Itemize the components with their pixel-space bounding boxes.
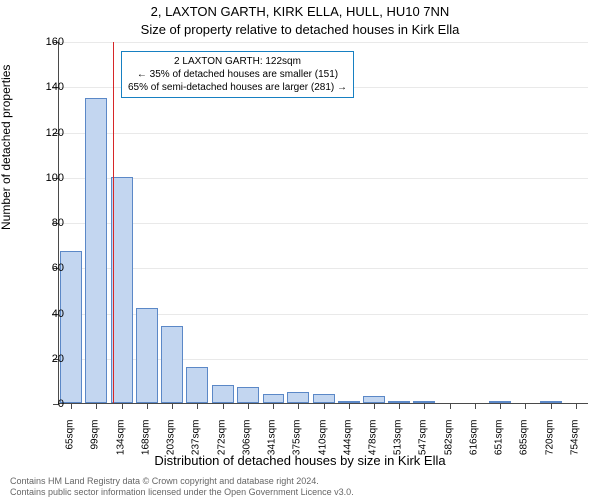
x-tick <box>525 403 526 409</box>
annotation-line: 65% of semi-detached houses are larger (… <box>128 81 347 94</box>
x-tick <box>223 403 224 409</box>
x-tick <box>248 403 249 409</box>
x-tick-label: 754sqm <box>569 420 580 468</box>
x-tick <box>399 403 400 409</box>
x-tick-label: 237sqm <box>191 420 202 468</box>
title-address: 2, LAXTON GARTH, KIRK ELLA, HULL, HU10 7… <box>0 4 600 19</box>
x-tick <box>122 403 123 409</box>
bar <box>237 387 259 403</box>
bar <box>287 392 309 403</box>
x-tick-label: 306sqm <box>241 420 252 468</box>
x-tick-label: 410sqm <box>318 420 329 468</box>
y-tick-label: 0 <box>58 398 64 410</box>
x-tick-label: 203sqm <box>166 420 177 468</box>
x-tick <box>349 403 350 409</box>
attribution-line2: Contains public sector information licen… <box>10 487 354 498</box>
x-tick <box>424 403 425 409</box>
x-tick <box>172 403 173 409</box>
attribution: Contains HM Land Registry data © Crown c… <box>10 476 354 498</box>
x-tick <box>475 403 476 409</box>
gridline <box>59 268 588 269</box>
x-tick <box>71 403 72 409</box>
bar <box>111 177 133 403</box>
x-tick <box>273 403 274 409</box>
x-tick <box>147 403 148 409</box>
title-subtitle: Size of property relative to detached ho… <box>0 22 600 37</box>
x-tick-label: 99sqm <box>90 420 101 468</box>
gridline <box>59 178 588 179</box>
x-tick-label: 65sqm <box>65 420 76 468</box>
attribution-line1: Contains HM Land Registry data © Crown c… <box>10 476 354 487</box>
marker-line <box>113 42 114 403</box>
bar <box>313 394 335 403</box>
gridline <box>59 133 588 134</box>
y-tick-label: 100 <box>46 172 64 184</box>
x-tick <box>551 403 552 409</box>
x-tick <box>298 403 299 409</box>
x-tick <box>374 403 375 409</box>
x-tick-label: 478sqm <box>367 420 378 468</box>
bar <box>186 367 208 403</box>
y-tick-label: 40 <box>52 308 64 320</box>
y-tick-label: 120 <box>46 127 64 139</box>
x-tick-label: 444sqm <box>342 420 353 468</box>
x-tick-label: 272sqm <box>216 420 227 468</box>
annotation-line: 2 LAXTON GARTH: 122sqm <box>128 55 347 68</box>
bar <box>136 308 158 403</box>
x-tick <box>197 403 198 409</box>
y-axis-label: Number of detached properties <box>0 65 13 230</box>
y-tick-label: 140 <box>46 81 64 93</box>
gridline <box>59 223 588 224</box>
chart-container: 2, LAXTON GARTH, KIRK ELLA, HULL, HU10 7… <box>0 0 600 500</box>
y-tick-label: 60 <box>52 262 64 274</box>
x-tick-label: 685sqm <box>519 420 530 468</box>
x-tick-label: 513sqm <box>393 420 404 468</box>
x-tick <box>324 403 325 409</box>
y-tick-label: 80 <box>52 217 64 229</box>
y-tick-label: 20 <box>52 353 64 365</box>
x-tick-label: 375sqm <box>292 420 303 468</box>
bar <box>85 98 107 403</box>
x-tick-label: 134sqm <box>115 420 126 468</box>
y-tick-label: 160 <box>46 36 64 48</box>
x-tick-label: 651sqm <box>494 420 505 468</box>
bar <box>161 326 183 403</box>
x-tick <box>500 403 501 409</box>
x-tick-label: 582sqm <box>443 420 454 468</box>
x-tick-label: 720sqm <box>544 420 555 468</box>
annotation-box: 2 LAXTON GARTH: 122sqm← 35% of detached … <box>121 51 354 98</box>
bar <box>363 396 385 403</box>
bar <box>212 385 234 403</box>
x-tick <box>576 403 577 409</box>
annotation-line: ← 35% of detached houses are smaller (15… <box>128 68 347 81</box>
x-tick <box>450 403 451 409</box>
x-tick-label: 341sqm <box>267 420 278 468</box>
gridline <box>59 42 588 43</box>
x-tick-label: 547sqm <box>418 420 429 468</box>
x-tick-label: 616sqm <box>468 420 479 468</box>
x-tick-label: 168sqm <box>140 420 151 468</box>
plot-area: 2 LAXTON GARTH: 122sqm← 35% of detached … <box>58 42 588 404</box>
x-tick <box>96 403 97 409</box>
bar <box>263 394 285 403</box>
